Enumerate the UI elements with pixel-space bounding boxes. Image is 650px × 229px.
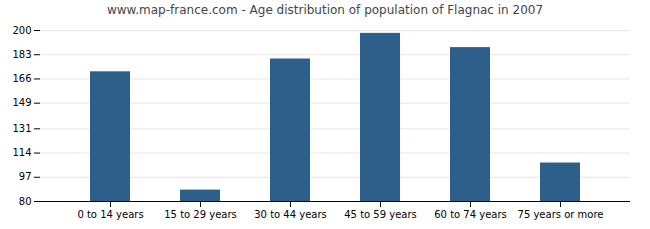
- svg-text:45 to 59 years: 45 to 59 years: [344, 209, 417, 220]
- svg-text:60 to 74 years: 60 to 74 years: [434, 209, 507, 220]
- svg-text:97: 97: [19, 171, 32, 182]
- svg-text:0 to 14 years: 0 to 14 years: [77, 209, 143, 220]
- svg-text:15 to 29 years: 15 to 29 years: [164, 209, 237, 220]
- svg-text:200: 200: [12, 25, 31, 36]
- svg-text:166: 166: [12, 73, 31, 84]
- svg-text:149: 149: [12, 97, 31, 108]
- svg-text:114: 114: [12, 147, 31, 158]
- svg-text:75 years or more: 75 years or more: [518, 209, 604, 220]
- html-text:www.map-france.com - Age distr: www.map-france.com - Age distribution of…: [106, 3, 544, 17]
- svg-text:80: 80: [19, 196, 32, 207]
- svg-text:183: 183: [12, 49, 31, 60]
- svg-text:131: 131: [12, 123, 31, 134]
- svg-text:30 to 44 years: 30 to 44 years: [254, 209, 327, 220]
